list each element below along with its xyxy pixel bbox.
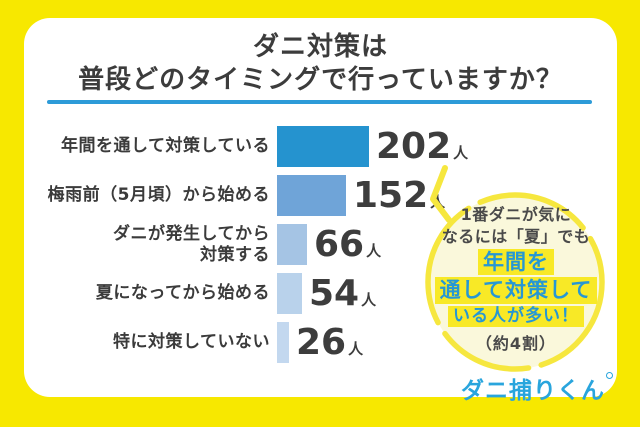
value-number: 152 [353, 174, 429, 216]
bar [277, 175, 346, 216]
category-label: 特に対策していない [113, 332, 270, 353]
value-unit: 人 [453, 143, 469, 162]
bar-chart: 年間を通して対策している 202 人 梅雨前（5月頃）から始める 152 人 ダ… [40, 126, 468, 363]
category-label: 夏になってから始める [95, 283, 270, 304]
value-label: 26 人 [296, 321, 364, 363]
value-label: 202 人 [376, 125, 469, 167]
value-unit: 人 [348, 339, 364, 358]
bar [277, 126, 369, 167]
callout-highlight-line: いる人が多い！ [448, 305, 584, 327]
value-number: 202 [376, 125, 452, 167]
bar [277, 273, 302, 314]
value-label: 66 人 [314, 223, 382, 265]
brand-logo-text: ダニ捕りくん [461, 378, 605, 404]
callout-highlight-line: 通して対策して [434, 277, 598, 304]
brand-logo: ダニ捕りくん [461, 371, 613, 405]
value-unit: 人 [366, 241, 382, 260]
value-number: 54 [309, 272, 360, 314]
chart-title: ダニ対策は 普段どのタイミングで行っていますか？ [78, 32, 563, 95]
value-number: 26 [296, 321, 347, 363]
value-label: 54 人 [309, 272, 377, 314]
callout-note: （約4割） [475, 333, 557, 353]
value-unit: 人 [361, 290, 377, 309]
category-label: 年間を通して対策している [61, 136, 270, 157]
bar-row: 梅雨前（5月頃）から始める 152 人 [40, 175, 468, 216]
logo-dot-icon [606, 372, 613, 379]
title-underline-divider [47, 100, 592, 104]
bar [277, 224, 307, 265]
bar-row: 年間を通して対策している 202 人 [40, 126, 468, 167]
value-number: 66 [314, 223, 365, 265]
callout-intro-line: 1番ダニが気に [460, 205, 572, 224]
bar-row: ダニが発生してから 対策する 66 人 [40, 224, 468, 265]
category-label: 梅雨前（5月頃）から始める [47, 185, 270, 206]
bar-row: 夏になってから始める 54 人 [40, 273, 468, 314]
callout-annotation: 1番ダニが気に なるには「夏」でも 年間を 通して対策して いる人が多い！ （約… [429, 204, 603, 354]
category-label: ダニが発生してから 対策する [113, 224, 270, 265]
callout-intro-line: なるには「夏」でも [441, 227, 591, 246]
bar [277, 322, 289, 363]
bar-row: 特に対策していない 26 人 [40, 322, 468, 363]
callout-highlight-line: 年間を [478, 249, 554, 276]
